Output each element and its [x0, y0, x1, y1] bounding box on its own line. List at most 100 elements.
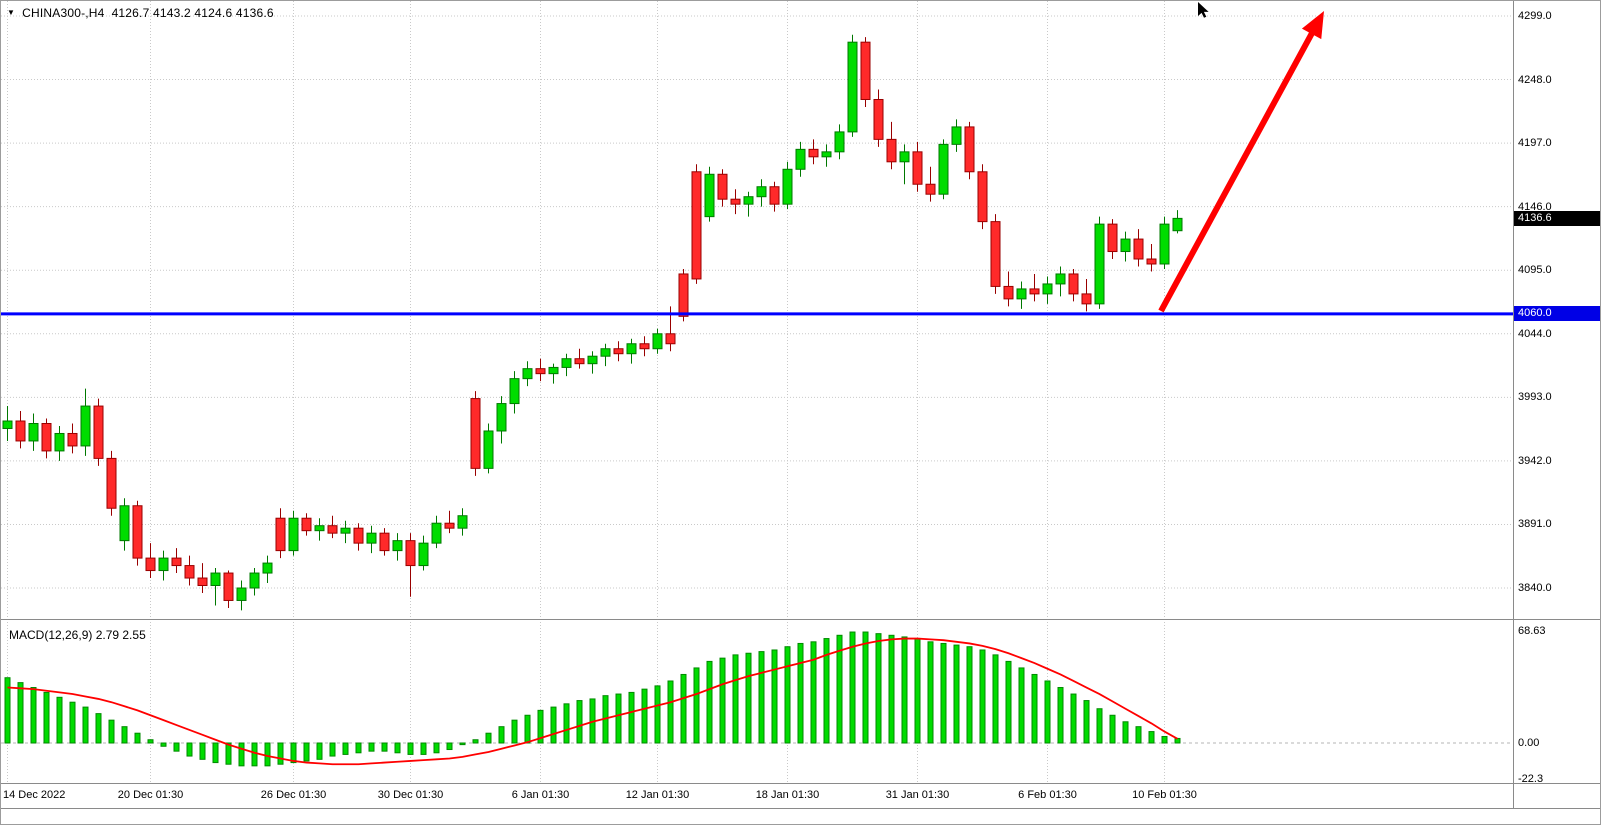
macd-bar	[966, 646, 973, 744]
macd-bar	[1070, 693, 1077, 744]
candle	[223, 572, 234, 601]
candle	[1172, 217, 1183, 232]
price-axis-label: 3942.0	[1518, 454, 1552, 467]
candle	[470, 398, 481, 469]
macd-bar	[1096, 708, 1103, 744]
macd-bar	[1044, 680, 1051, 744]
macd-bar	[459, 742, 466, 746]
macd-bar	[30, 687, 37, 744]
candle	[1146, 258, 1157, 265]
macd-bar	[511, 719, 518, 744]
cursor-icon	[1198, 2, 1209, 18]
macd-bar	[381, 742, 388, 752]
macd-bar	[1122, 721, 1129, 744]
price-axis-label: 3993.0	[1518, 391, 1552, 404]
macd-bar	[212, 742, 219, 764]
symbol-dropdown-icon[interactable]: ▼	[7, 8, 16, 17]
price-axis-label: 4197.0	[1518, 137, 1552, 150]
macd-bar	[56, 696, 63, 744]
candle	[535, 368, 546, 375]
candle	[249, 572, 260, 589]
macd-axis-label: 0.00	[1518, 737, 1540, 749]
macd-bar	[979, 649, 986, 744]
macd-bar	[186, 742, 193, 757]
price-axis-label: 4044.0	[1518, 327, 1552, 340]
price-axis-label: 3840.0	[1518, 582, 1552, 594]
time-axis-label: 26 Dec 01:30	[260, 789, 327, 801]
macd-bar	[810, 641, 817, 744]
macd-bar	[472, 739, 479, 744]
macd-bar	[537, 709, 544, 744]
candle	[80, 405, 91, 447]
macd-bar	[654, 685, 661, 744]
time-axis-label: 18 Jan 01:30	[755, 789, 820, 801]
candle	[899, 151, 910, 163]
macd-bar	[927, 641, 934, 744]
macd-bar	[277, 742, 284, 765]
candle	[912, 151, 923, 185]
time-axis-label: 6 Feb 01:30	[1018, 789, 1077, 801]
macd-bar	[4, 677, 11, 744]
macd-bar	[238, 742, 245, 767]
price-axis-label: 4299.0	[1518, 10, 1552, 22]
candle	[574, 358, 585, 365]
candle	[444, 522, 455, 529]
macd-bar	[251, 742, 258, 767]
candle	[795, 148, 806, 170]
macd-bar	[17, 682, 24, 744]
time-axis-label: 20 Dec 01:30	[117, 789, 184, 801]
macd-bar	[1031, 673, 1038, 744]
candle	[483, 430, 494, 469]
candle	[990, 221, 1001, 287]
macd-bar	[1109, 714, 1116, 744]
candle	[548, 366, 559, 375]
macd-bar	[420, 742, 427, 755]
candle	[1055, 273, 1066, 285]
candle	[340, 527, 351, 534]
candle	[197, 577, 208, 587]
macd-bar	[953, 644, 960, 744]
macd-bar	[745, 652, 752, 744]
macd-bar	[290, 742, 297, 764]
candle	[509, 378, 520, 405]
macd-bar	[1135, 726, 1142, 744]
macd-bar	[524, 714, 531, 744]
macd-bar	[901, 636, 908, 744]
macd-bar	[849, 631, 856, 744]
macd-bar	[355, 742, 362, 754]
macd-bar	[693, 667, 700, 744]
candle	[184, 565, 195, 579]
candle	[886, 138, 897, 163]
macd-bar	[69, 701, 76, 744]
trend-arrow[interactable]	[1158, 11, 1324, 313]
candle	[119, 505, 130, 542]
candle	[1094, 223, 1105, 305]
candle	[1120, 238, 1131, 253]
ohlc-readout: 4126.7 4143.2 4124.6 4136.6	[111, 6, 274, 20]
candle	[314, 525, 325, 532]
gridlines	[1, 1, 1513, 784]
symbol-period-label: CHINA300-,H4	[22, 6, 105, 20]
price-axis-label: 4095.0	[1518, 264, 1552, 277]
candle	[782, 168, 793, 205]
macd-bar	[1057, 687, 1064, 744]
macd-bar	[667, 680, 674, 744]
panel-separators	[1, 1, 1600, 809]
macd-bar	[225, 742, 232, 765]
candle	[860, 41, 871, 100]
candle	[431, 522, 442, 544]
macd-bar	[134, 732, 141, 744]
macd-bar	[758, 651, 765, 744]
macd-bar	[121, 726, 128, 744]
candle	[145, 557, 156, 572]
macd-bar	[914, 638, 921, 744]
candle	[496, 403, 507, 432]
candle	[938, 143, 949, 195]
candle	[808, 148, 819, 158]
candle	[15, 420, 26, 442]
macd-bar	[108, 719, 115, 744]
candle	[1133, 238, 1144, 260]
price-axis-label: 4146.0	[1518, 200, 1552, 213]
